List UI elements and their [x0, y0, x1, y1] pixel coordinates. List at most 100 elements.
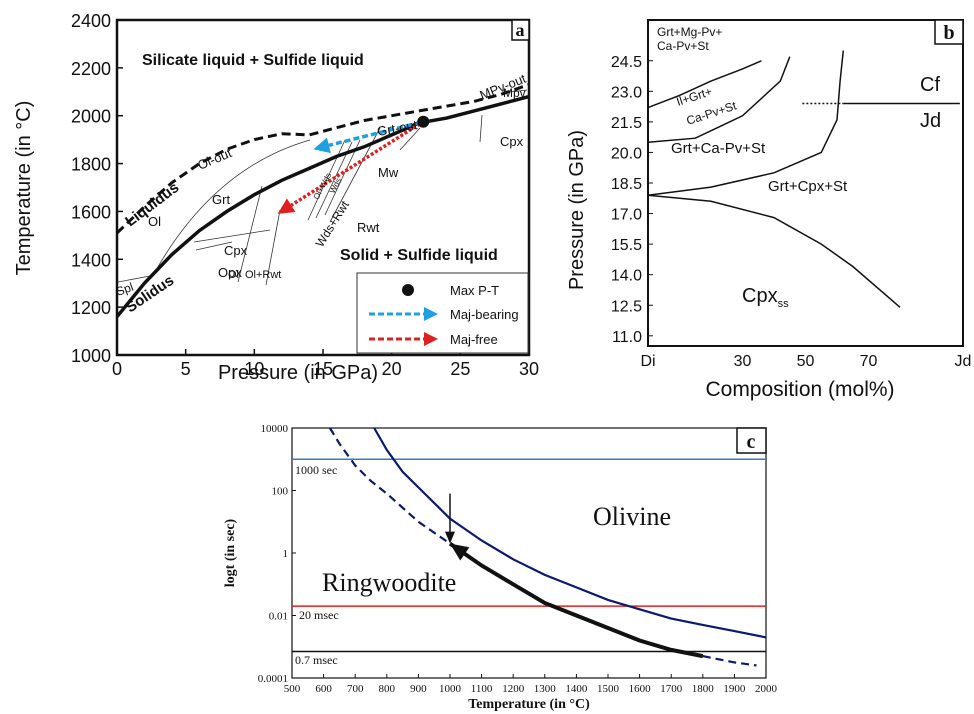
panel-c-x-tick-label: 2000: [755, 683, 778, 695]
grt-cpx-st-label: Grt+Cpx+St: [768, 178, 848, 195]
panel-c-y-ticks: 10000 100 1 0.01 0.0001: [258, 423, 296, 685]
panel-b-x-tick-label: 50: [797, 353, 815, 370]
jd-label: Jd: [920, 110, 941, 132]
max-pt-marker: [417, 115, 430, 128]
panel-a-x-tick-label: 30: [519, 359, 539, 379]
cpx-ss-label: Cpxss: [742, 285, 789, 310]
panel-a-y-tick-label: 1600: [71, 202, 111, 222]
solid-sulfide-liquid-label: Solid + Sulfide liquid: [340, 247, 498, 264]
grt-out-label: Grt-out: [376, 117, 419, 139]
grt-label: Grt: [212, 192, 230, 207]
panel-c-x-tick-label: 900: [410, 683, 427, 695]
panel-c-x-tick-label: 500: [284, 683, 301, 695]
panel-c-x-tick-label: 1800: [692, 683, 715, 695]
panel-a-x-tick-label: 0: [112, 359, 122, 379]
ol-rwt-label: Ol+Rwt: [245, 269, 281, 281]
cpx-boundary-line: [195, 241, 233, 251]
legend-maj-free-label: Maj-free: [450, 332, 498, 347]
panel-c: c 500 600 700 800 900 1000 1100 1200 1300 1400 150…: [223, 423, 778, 712]
panel-c-y-tick-label: 10000: [261, 423, 289, 435]
panel-b-y-tick-label: 24.5: [611, 54, 642, 71]
panel-a-label: a: [516, 20, 525, 40]
maj-free-arrowhead: [277, 198, 296, 214]
opx-boundary-line: [237, 185, 263, 283]
panel-a-x-tick-label: 25: [450, 359, 470, 379]
cpx-top-label: Cpx: [500, 134, 524, 149]
panel-c-x-tick-label: 700: [347, 683, 364, 695]
panel-a-y-tick-label: 2400: [71, 11, 111, 31]
legend-maj-bearing-arrowhead: [424, 307, 438, 321]
legend-box: [356, 272, 529, 354]
ringwoodite-curve-solid: [448, 541, 704, 659]
panel-a-y-tick-label: 1200: [71, 298, 111, 318]
panel-a-phase-boundaries: [117, 89, 528, 286]
panel-a-x-ticks: 0 5 10 15 20 25 30: [112, 349, 539, 379]
panel-a-y-tick-label: 1800: [71, 155, 111, 175]
mpv-label: Mpv: [503, 86, 526, 100]
label-1000-sec: 1000 sec: [295, 463, 337, 477]
panel-a-y-tick-label: 1000: [71, 346, 111, 366]
grt-boundary-line: [193, 229, 271, 243]
panel-c-x-tick-label: 1300: [534, 683, 557, 695]
solidus-curve: [115, 94, 530, 318]
panel-c-y-tick-label: 1: [283, 548, 289, 560]
panel-a-x-tick-label: 15: [313, 359, 333, 379]
panel-c-x-tick-label: 1900: [723, 683, 746, 695]
panel-b-x-tick-label: 70: [860, 353, 878, 370]
ringwoodite-arrowhead: [450, 543, 470, 561]
grt-capv-st-label: Grt+Ca-Pv+St: [671, 140, 766, 157]
panel-b-y-tick-label: 11.0: [612, 329, 642, 346]
silicate-sulfide-liquid-label: Silicate liquid + Sulfide liquid: [142, 52, 364, 69]
panel-c-x-tick-label: 600: [315, 683, 332, 695]
panel-b-phase-boundary-1-curve: [647, 60, 762, 109]
grt-mgpv-label-2: Ca-Pv+St: [657, 39, 709, 53]
panel-a-y-tick-label: 2000: [71, 107, 111, 127]
panel-b-y-tick-label: 17.0: [611, 207, 642, 224]
panel-a-x-axis-label: Pressure (in GPa): [218, 362, 378, 384]
olivine-label: Olivine: [593, 502, 671, 531]
olivine-curve: [373, 427, 767, 639]
maj-bearing-arrowhead: [313, 137, 331, 154]
label-0-7-msec: 0.7 msec: [295, 653, 338, 667]
grt-out-tick-line: [479, 114, 483, 143]
cf-label: Cf: [920, 74, 940, 96]
panel-b-phase-boundary-4-curve: [647, 194, 901, 308]
legend-maj-free-arrowhead: [424, 332, 438, 346]
transformation-arrowhead: [445, 531, 455, 544]
panel-b-x-tick-label: 30: [734, 353, 752, 370]
panel-c-x-tick-label: 1500: [597, 683, 620, 695]
panel-c-x-tick-label: 1100: [471, 683, 493, 695]
panel-b: b Di 30 50 70 Jd 24.5 23.0 21.5 20.0 18.5 17.0 15.…: [566, 19, 972, 401]
panel-b-phase-curves: [647, 50, 960, 308]
panel-b-phase-boundary-3-curve: [647, 50, 845, 196]
mw-boundary-line: [399, 127, 421, 151]
panel-a-y-tick-label: 2200: [71, 59, 111, 79]
rwt-label: Rwt: [357, 220, 380, 235]
ol-out-label: Ol-out: [195, 145, 234, 173]
maj-free-arrow: [290, 117, 430, 207]
panel-b-x-tick-label: Jd: [955, 353, 972, 370]
spl-label: Spl: [114, 280, 135, 299]
panel-c-x-axis-label: Temperature (in °C): [468, 697, 590, 712]
panel-c-x-tick-label: 800: [379, 683, 396, 695]
legend-maj-bearing-label: Maj-bearing: [450, 307, 519, 322]
panel-c-x-ticks: 500 600 700 800 900 1000 1100 1200 1300 1400 1500 1…: [284, 674, 778, 695]
panel-a-label-box: [511, 19, 530, 41]
mw-label: Mw: [378, 165, 399, 180]
ringwoodite-label: Ringwoodite: [322, 568, 456, 597]
ol-label: Ol: [148, 214, 161, 229]
panel-b-x-axis-label: Composition (mol%): [705, 378, 894, 401]
cpx-label: Cpx: [224, 243, 248, 258]
ol-rwt-boundary-line: [265, 209, 281, 286]
panel-a-x-tick-label: 20: [382, 359, 402, 379]
wds-boundary-line-1: [307, 139, 346, 221]
panel-c-y-tick-label: 100: [272, 486, 289, 498]
panel-c-x-tick-label: 1200: [502, 683, 525, 695]
panel-a-y-ticks: 1000 1200 1400 1600 1800 2000 2200 2400: [71, 11, 123, 366]
panel-c-x-tick-label: 1000: [439, 683, 462, 695]
panel-a: a 0 5 10 15 20 25 30 1000 1200 1400 1600 1800 2000 2…: [13, 11, 539, 384]
panel-a-y-tick-label: 1400: [71, 250, 111, 270]
legend-max-pt-label: Max P-T: [450, 283, 499, 298]
label-20-msec: 20 msec: [299, 608, 339, 622]
